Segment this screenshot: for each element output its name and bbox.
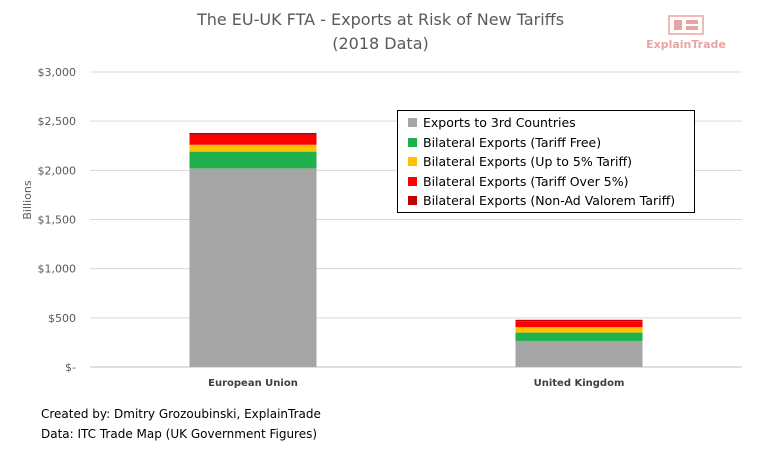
chart-title: The EU-UK FTA - Exports at Risk of New T… bbox=[196, 10, 565, 29]
legend-label: Exports to 3rd Countries bbox=[423, 115, 576, 131]
x-tick-label: United Kingdom bbox=[534, 378, 625, 389]
y-tick-label: $2,500 bbox=[38, 115, 77, 128]
legend-entry: Bilateral Exports (Non-Ad Valorem Tariff… bbox=[408, 191, 694, 211]
bar-segment bbox=[515, 321, 643, 328]
bar-segment bbox=[189, 151, 317, 169]
legend-swatch bbox=[408, 118, 417, 128]
bar-segment bbox=[515, 319, 643, 322]
bar-segment bbox=[189, 134, 317, 145]
legend-label: Bilateral Exports (Tariff Free) bbox=[423, 134, 602, 150]
y-tick-label: $1,500 bbox=[38, 214, 77, 227]
legend-entry: Bilateral Exports (Tariff Free) bbox=[408, 133, 694, 153]
explaintrade-logo: ExplainTrade bbox=[631, 10, 741, 62]
y-tick-label: $2,000 bbox=[38, 164, 77, 177]
legend-label: Bilateral Exports (Up to 5% Tariff) bbox=[423, 154, 633, 170]
chart-plot-area: $- $500 $1,000 $1,500 $2,000 $2,500 $3,000 Eur… bbox=[21, 66, 742, 389]
legend-entry: Bilateral Exports (Up to 5% Tariff) bbox=[408, 152, 694, 172]
legend-label: Bilateral Exports (Tariff Over 5%) bbox=[423, 173, 629, 189]
y-axis-label: Billions bbox=[21, 180, 34, 219]
logo-icon bbox=[668, 15, 704, 35]
bar-segment bbox=[515, 332, 643, 341]
legend-entry: Exports to 3rd Countries bbox=[408, 113, 694, 133]
legend-swatch bbox=[408, 196, 417, 206]
bar-segment bbox=[189, 132, 317, 135]
legend-swatch bbox=[408, 176, 417, 186]
y-tick-label: $500 bbox=[48, 312, 76, 325]
legend-swatch bbox=[408, 157, 417, 167]
legend-label: Bilateral Exports (Non-Ad Valorem Tariff… bbox=[423, 193, 676, 209]
legend-entry: Bilateral Exports (Tariff Over 5%) bbox=[408, 172, 694, 192]
x-tick-label: European Union bbox=[208, 378, 298, 389]
logo-text: ExplainTrade bbox=[646, 38, 726, 51]
legend-swatch bbox=[408, 137, 417, 147]
chart-subtitle: (2018 Data) bbox=[332, 34, 429, 53]
y-tick-label: $1,000 bbox=[38, 263, 77, 276]
footer-credit: Created by: Dmitry Grozoubinski, Explain… bbox=[41, 407, 321, 421]
bar-segment bbox=[189, 144, 317, 152]
bar-segment bbox=[189, 168, 317, 367]
bar-segment bbox=[515, 340, 643, 367]
y-tick-label: $3,000 bbox=[38, 66, 77, 79]
chart-legend: Exports to 3rd Countries Bilateral Export… bbox=[397, 110, 695, 213]
footer-source: Data: ITC Trade Map (UK Government Figur… bbox=[41, 427, 318, 441]
bar-segment bbox=[515, 327, 643, 333]
y-tick-label: $- bbox=[65, 361, 76, 374]
